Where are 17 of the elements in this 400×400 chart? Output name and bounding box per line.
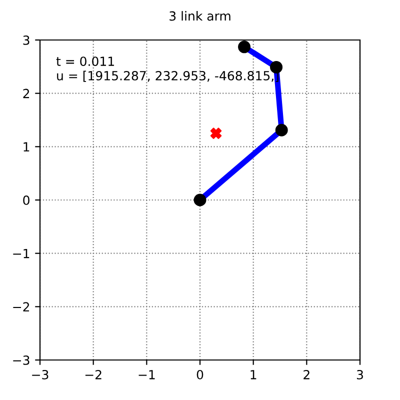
x-tick-label: −1 [138,370,155,380]
annotation: t = 0.011 [56,56,114,66]
y-tick-label: 0 [23,195,30,205]
x-tick-label: 3 [356,370,363,380]
x-tick-label: 2 [304,370,310,380]
x-tick-label: −2 [85,370,102,380]
x-tick-label: 0 [196,370,204,380]
y-tick-label: 1 [24,142,30,152]
y-tick-label: −2 [13,302,30,312]
y-tick-label: 3 [23,35,30,45]
x-tick-label: 1 [250,370,256,380]
chart-title: 3 link arm [170,11,230,21]
y-tick-label: 2 [23,88,30,98]
y-tick-label: −3 [13,355,30,365]
y-tick-label: −1 [13,248,30,258]
x-tick-label: −3 [32,370,48,380]
point [210,128,222,139]
